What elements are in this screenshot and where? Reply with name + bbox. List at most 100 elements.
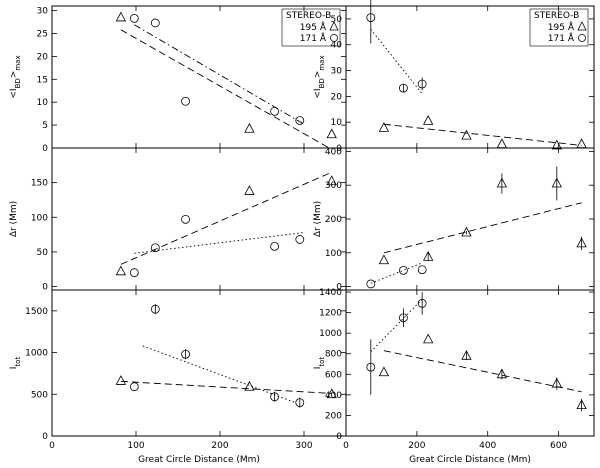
y-tick-label: 5: [42, 121, 48, 131]
data-point-195: [423, 251, 434, 261]
data-point-171: [366, 279, 376, 289]
data-point-171: [270, 392, 280, 402]
y-tick-label: 100: [31, 213, 48, 223]
y-tick-label: 25: [37, 29, 48, 39]
data-point-171: [270, 241, 280, 251]
x-tick-label: 0: [343, 441, 349, 451]
y-tick-label: 30: [37, 7, 49, 17]
panel-R2: 0 100 200 300 400 Δr (Mm): [313, 147, 595, 293]
y-tick-label: 1200: [319, 309, 342, 319]
x-axis-label: Great Circle Distance (Mm): [138, 455, 260, 465]
panel-L3: 0 100 200 300 0 500 1000 1500 Itot Great Circle D…: [9, 289, 347, 465]
legend-frame: [281, 8, 341, 47]
data-point-171: [398, 265, 408, 275]
data-point-171: [417, 79, 427, 89]
fit-line-171: [142, 345, 296, 404]
data-point-195: [496, 368, 508, 379]
x-tick-label: 200: [408, 441, 425, 451]
legend-triangle-marker: [577, 21, 587, 31]
y-tick-label: 1000: [319, 329, 342, 339]
fit-line-171: [134, 232, 305, 254]
data-point-195: [378, 366, 390, 377]
plot-frame: [51, 289, 347, 437]
y-tick-label: 40: [331, 41, 343, 51]
panel-R3: 0 200 400 600 0 200 400 600 800 1000 1200 1400 Itot G…: [313, 288, 595, 465]
y-axis-label: Itot: [9, 357, 22, 370]
data-point-171: [150, 304, 160, 314]
y-tick-label: 0: [336, 283, 342, 293]
legend-frame: [529, 8, 589, 47]
data-point-195: [326, 128, 337, 139]
data-point-171: [129, 382, 139, 392]
y-tick-label: 0: [42, 144, 48, 154]
y-tick-label: 800: [325, 350, 342, 360]
data-point-171: [366, 362, 376, 372]
fit-line-195: [383, 123, 582, 146]
data-point-195: [576, 399, 587, 410]
data-point-171: [295, 398, 305, 408]
data-point-195: [115, 11, 127, 22]
data-point-171: [150, 243, 160, 253]
data-point-171: [181, 214, 190, 224]
x-axis-label: Great Circle Distance (Mm): [409, 455, 531, 465]
plot-frame: [345, 289, 595, 437]
y-tick-label: 20: [331, 92, 343, 102]
y-axis-label: Δr (Mm): [9, 201, 19, 237]
data-point-171: [417, 298, 427, 308]
data-point-195: [244, 380, 255, 391]
y-axis-label: Δr (Mm): [313, 201, 323, 237]
y-tick-label: 20: [37, 52, 49, 62]
panel-L2: 0 50 100 150 Δr (Mm): [9, 147, 347, 293]
y-tick-label: 1400: [319, 288, 342, 298]
y-axis-label: <IBD>max: [313, 55, 326, 98]
legend-title: STEREO-B: [534, 11, 579, 21]
y-tick-label: 0: [42, 432, 48, 442]
x-tick-label: 600: [550, 441, 567, 451]
data-point-171: [270, 106, 280, 116]
legend-entry-1: 171 Å: [300, 32, 327, 44]
data-point-195: [244, 185, 255, 195]
x-tick-label: 200: [211, 441, 228, 451]
data-point-171: [398, 83, 408, 93]
y-tick-label: 1500: [25, 307, 48, 317]
fit-line-195: [120, 380, 332, 394]
y-tick-label: 50: [331, 15, 343, 25]
data-point-195: [115, 265, 127, 276]
y-tick-label: 500: [31, 390, 48, 400]
x-tick-label: 0: [49, 441, 55, 451]
y-tick-label: 300: [325, 181, 342, 191]
data-point-171: [295, 235, 305, 244]
data-point-171: [398, 313, 408, 323]
legend-circle-marker: [578, 34, 586, 42]
fit-line-171: [370, 298, 423, 353]
data-point-171: [181, 349, 190, 359]
fit-line-195: [383, 202, 582, 254]
data-point-195: [326, 175, 337, 186]
data-point-195: [461, 226, 472, 237]
y-axis-label: <IBD>max: [9, 55, 22, 98]
y-tick-label: 15: [37, 75, 48, 85]
data-point-195: [551, 139, 562, 150]
y-tick-label: 600: [325, 370, 342, 380]
y-tick-label: 50: [37, 248, 49, 258]
data-point-171: [295, 116, 305, 125]
y-tick-label: 10: [331, 118, 343, 128]
data-point-195: [461, 129, 472, 140]
fit-line-171: [134, 24, 305, 125]
data-point-171: [150, 18, 160, 28]
legend-triangle-marker: [329, 21, 339, 31]
data-point-195: [326, 388, 337, 399]
y-axis-label: Itot: [313, 357, 326, 370]
data-point-195: [576, 138, 587, 149]
data-point-171: [417, 265, 427, 275]
data-point-195: [496, 177, 508, 188]
data-point-195: [378, 254, 390, 265]
y-tick-label: 10: [37, 98, 49, 108]
y-tick-label: 0: [42, 283, 48, 293]
x-tick-label: 300: [295, 441, 312, 451]
data-point-195: [551, 177, 562, 188]
y-tick-label: 0: [336, 432, 342, 442]
y-tick-label: 200: [325, 215, 342, 225]
